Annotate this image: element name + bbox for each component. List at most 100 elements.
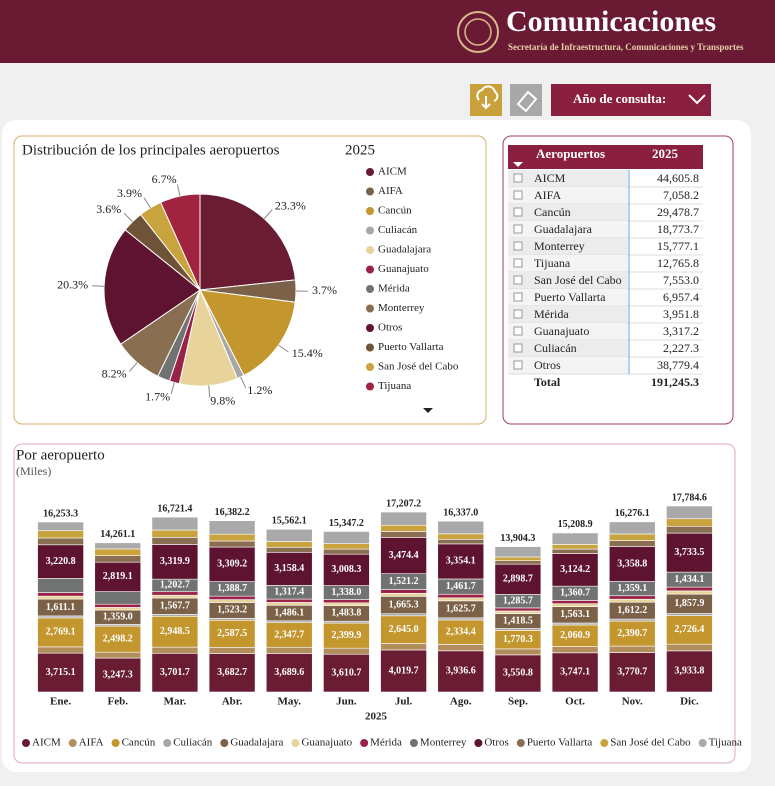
legend-marker [600, 739, 609, 747]
legend-marker [366, 246, 374, 254]
bar-segment [323, 602, 370, 606]
table-row-bg [508, 170, 628, 187]
legend-label: Otros [484, 737, 508, 749]
leader-line [263, 209, 273, 219]
bar-segment [265, 598, 313, 603]
bar-segment [37, 521, 84, 531]
download-icon [476, 85, 499, 110]
leader-line [176, 184, 181, 197]
legend-label: Guanajuato [301, 737, 352, 749]
bar-segment [380, 511, 427, 526]
bar-segment [666, 505, 713, 520]
bar-value-label: 1,563.1 [560, 609, 590, 620]
bar-value-label: 1,418.5 [503, 615, 533, 626]
bar-value-label: 2,898.7 [503, 574, 533, 585]
table-row-bg [508, 221, 628, 238]
bar-segment [151, 652, 199, 693]
legend-label: San José del Cabo [378, 361, 459, 373]
legend-marker [68, 739, 77, 747]
bar-value-label: 3,220.8 [46, 556, 76, 567]
table-cell: Cancún [534, 205, 571, 219]
legend-marker [366, 324, 374, 332]
table-cell: AICM [534, 171, 566, 185]
table-row-bg [508, 357, 628, 374]
bar-segment [494, 556, 542, 562]
bar-segment [37, 617, 84, 648]
bar-segment [94, 603, 142, 608]
x-tick-label: May. [277, 696, 301, 708]
bar-value-label: 3,936.6 [446, 666, 476, 677]
bar-segment [494, 610, 542, 614]
bar-segment [380, 613, 427, 617]
bar-value-label: 2,587.5 [217, 628, 247, 639]
legend-marker [360, 739, 369, 747]
bar-value-label: 3,319.9 [160, 556, 190, 567]
table-cell: 18,773.7 [657, 222, 699, 236]
table-cell: Tijuana [534, 256, 571, 270]
legend-scroll[interactable] [423, 408, 433, 413]
legend-marker [366, 226, 374, 235]
bar-value-label: 3,933.8 [674, 666, 704, 677]
legend-label: Culiacán [378, 224, 418, 236]
pie-label: 6.7% [152, 172, 177, 186]
legend-marker [474, 739, 483, 747]
bar-segment [437, 650, 485, 693]
table-cell: Puerto Vallarta [534, 290, 606, 304]
bar-total-label: 16,337.0 [443, 507, 478, 518]
bar-segment [151, 646, 199, 654]
pie-label: 23.3% [275, 198, 306, 212]
bar-segment [265, 646, 313, 654]
expand-icon [513, 190, 523, 200]
bar-segment [323, 653, 370, 693]
bar-segment [551, 544, 599, 550]
table-column-header: 2025 [652, 146, 679, 161]
pie-slice [160, 193, 201, 291]
table-cell: Mérida [534, 307, 569, 321]
bar-value-label: 1,483.8 [331, 608, 361, 619]
bar-segment [380, 531, 427, 538]
leader-line [208, 385, 211, 398]
bar-segment [94, 651, 142, 659]
bar-value-label: 2,948.5 [160, 626, 190, 637]
bar-value-label: 2,645.0 [389, 624, 419, 635]
bar-total-label: 16,253.3 [43, 508, 78, 519]
bar-segment [666, 532, 713, 573]
bar-segment [208, 595, 256, 600]
bar-total-label: 13,904.3 [500, 533, 535, 544]
logo [457, 11, 499, 53]
bar-segment [323, 622, 370, 649]
bar-value-label: 3,747.1 [560, 667, 590, 678]
pie-label: 1.2% [247, 383, 272, 397]
bar-segment [151, 529, 199, 538]
bar-segment [437, 644, 485, 652]
legend-label: Monterrey [420, 737, 467, 749]
bar-value-label: 3,358.8 [617, 558, 647, 569]
bar-value-label: 1,338.0 [331, 587, 361, 598]
bar-segment [494, 546, 542, 558]
table-cell: 44,605.8 [657, 171, 699, 185]
legend-label: AIFA [378, 185, 403, 197]
year-dropdown[interactable] [551, 84, 711, 116]
bar-value-label: 1,665.3 [389, 599, 419, 610]
table-cell: Otros [534, 358, 561, 372]
bar-value-label: 2,769.1 [46, 627, 76, 638]
bar-segment [608, 645, 656, 653]
expand-icon [513, 241, 523, 251]
leader-line [240, 376, 247, 389]
expand-icon [513, 173, 523, 183]
bar-title: Por aeropuerto [16, 447, 105, 463]
table-row-bg [508, 272, 628, 289]
bar-value-label: 3,689.6 [274, 667, 304, 678]
table-cell: 12,765.8 [657, 256, 699, 270]
bar-segment [94, 548, 142, 556]
bar-segment [151, 537, 199, 545]
table-row-bg [508, 238, 628, 255]
bar-value-label: 3,008.3 [331, 564, 361, 575]
legend-label: Tijuana [709, 737, 742, 749]
bar-total-label: 15,208.9 [558, 519, 593, 530]
bar-value-label: 2,347.7 [274, 629, 304, 640]
bar-segment [608, 595, 656, 600]
bar-value-label: 1,857.9 [674, 598, 704, 609]
sort-icon[interactable] [513, 162, 523, 167]
bar-segment [37, 595, 84, 600]
